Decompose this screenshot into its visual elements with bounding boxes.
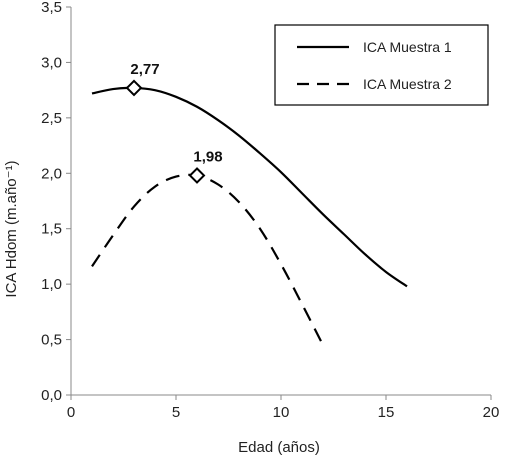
legend-box	[274, 24, 489, 106]
data-markers: 2,77 1,98	[125, 61, 223, 184]
x-axis-title: Edad (años)	[238, 439, 320, 456]
x-tick-label: 20	[483, 404, 500, 421]
peak-label-2: 1,98	[193, 149, 222, 166]
x-tick-label: 10	[273, 404, 290, 421]
series-line-muestra-1	[91, 86, 408, 288]
peak-marker-2	[188, 167, 206, 184]
x-tick-label: 0	[67, 404, 75, 421]
legend-label-muestra-2: ICA Muestra 2	[363, 76, 452, 92]
peak-label-1: 2,77	[130, 61, 159, 78]
x-tick-label: 15	[378, 404, 395, 421]
y-tick-label: 2,5	[41, 110, 62, 127]
y-tick-label: 0,0	[41, 387, 62, 404]
y-tick-label: 2,0	[41, 165, 62, 182]
y-axis-title: ICA Hdom (m.año⁻¹)	[3, 160, 20, 297]
series-lines	[91, 86, 408, 346]
y-tick-label: 3,0	[41, 54, 62, 71]
y-tick-label: 3,5	[41, 0, 62, 16]
y-tick-label: 1,5	[41, 221, 62, 238]
series-line-muestra-2	[91, 173, 324, 346]
legend: ICA Muestra 1 ICA Muestra 2	[274, 24, 489, 106]
peak-marker-1	[125, 79, 143, 97]
legend-label-muestra-1: ICA Muestra 1	[363, 39, 452, 55]
x-tick-label: 5	[172, 404, 180, 421]
y-tick-label: 0,5	[41, 332, 62, 349]
axes: 0,0 0,5 1,0 1,5 2,0 2,5 3,0 3,5 0 5 10 15 20	[41, 0, 499, 421]
y-tick-label: 1,0	[41, 276, 62, 293]
